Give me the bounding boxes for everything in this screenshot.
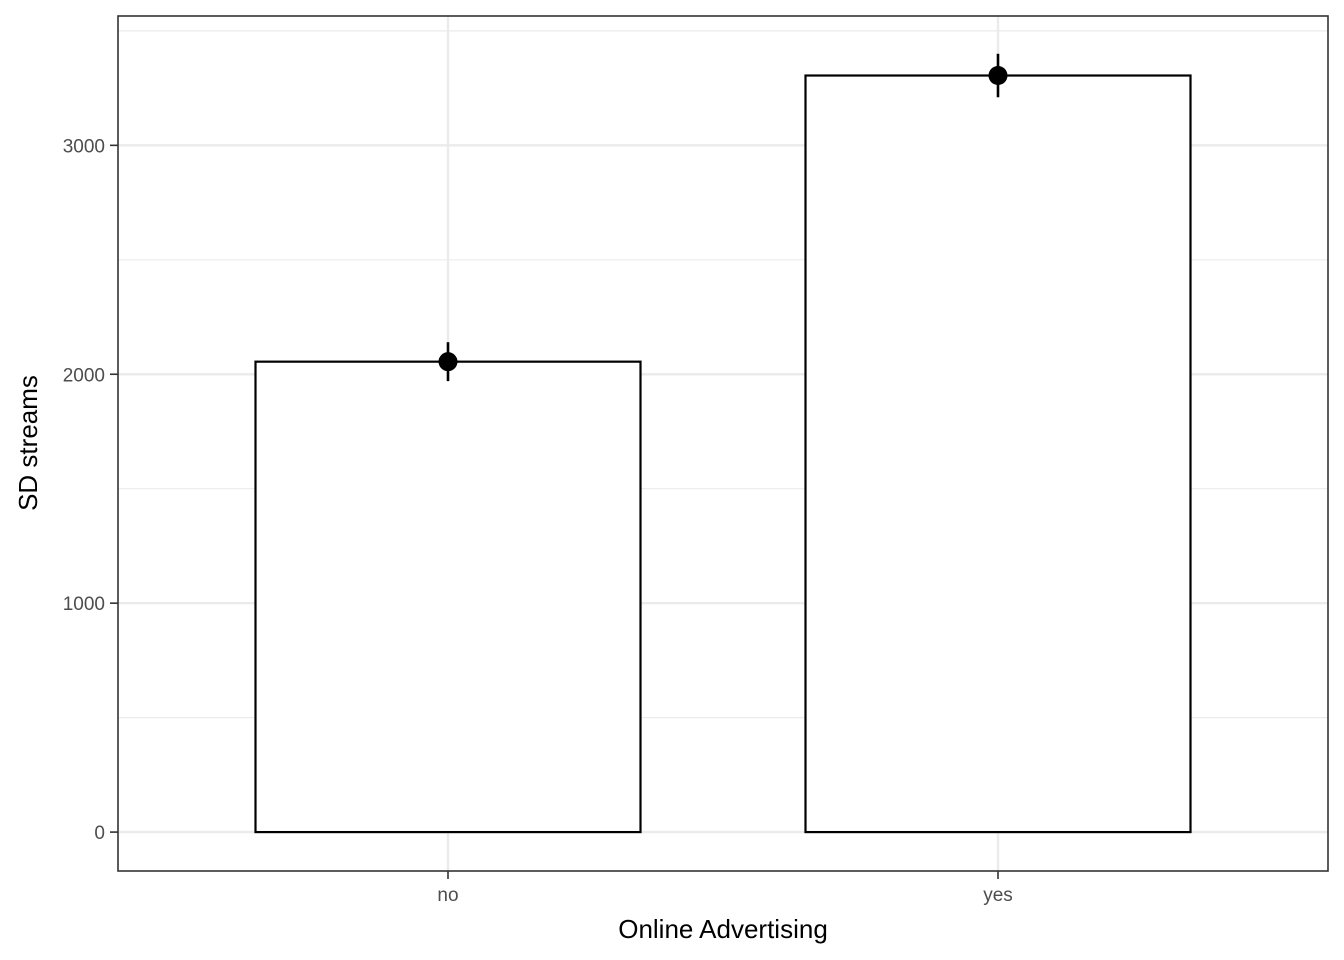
x-tick-label: no <box>437 885 458 906</box>
mean-point-yes <box>988 66 1008 86</box>
y-tick-label: 0 <box>94 823 105 844</box>
bar-yes <box>804 74 1192 834</box>
y-axis-title: SD streams <box>13 375 43 511</box>
panel-border <box>117 15 1329 872</box>
error-bars <box>438 53 1008 382</box>
x-axis-title: Online Advertising <box>618 914 828 944</box>
mean-point-no <box>438 352 458 372</box>
bars <box>254 74 1192 834</box>
axes: 0 1000 2000 3000 no yes <box>63 136 1013 906</box>
y-tick-label: 2000 <box>63 365 105 386</box>
bar-no <box>254 360 642 834</box>
y-tick-label: 3000 <box>63 136 105 157</box>
x-tick-label: yes <box>983 885 1013 906</box>
y-tick-label: 1000 <box>63 594 105 615</box>
